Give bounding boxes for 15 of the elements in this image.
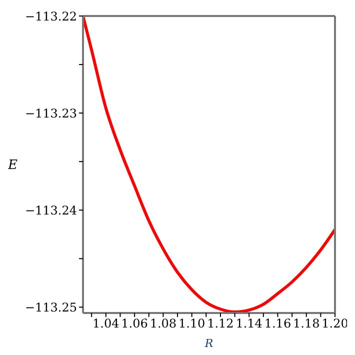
line-series [83, 16, 335, 313]
x-tick-label: 1.16 [264, 316, 292, 331]
y-tick-label: −113.23 [24, 106, 77, 120]
x-tick-label: 1.14 [236, 316, 263, 331]
y-tick-label: −113.22 [24, 9, 77, 24]
x-tick-label: 1.08 [150, 316, 177, 331]
x-tick-label: 1.04 [92, 316, 120, 331]
x-tick-label: 1.18 [293, 316, 320, 331]
x-tick-label: 1.12 [207, 316, 234, 331]
y-axis-title: E [7, 158, 18, 174]
x-tick-label: 1.06 [121, 316, 148, 331]
y-tick-label: −113.25 [24, 300, 77, 314]
y-tick-label: −113.24 [24, 203, 78, 218]
x-axis-title: R [204, 337, 214, 350]
x-tick-label: 1.10 [178, 316, 206, 331]
